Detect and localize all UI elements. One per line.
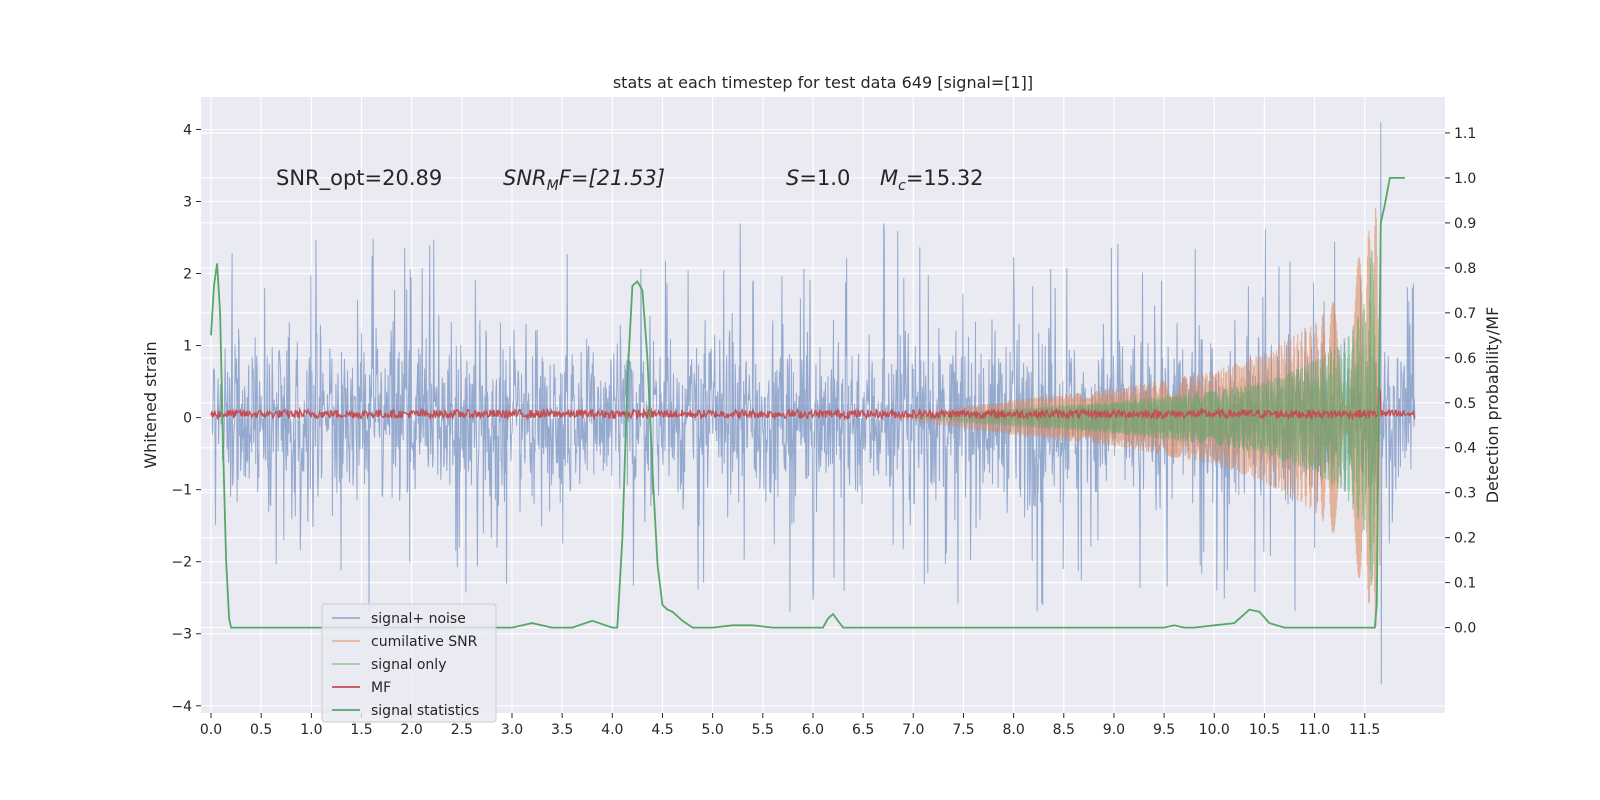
x-tick-label: 8.5: [1053, 722, 1075, 738]
x-tick-label: 3.0: [501, 722, 523, 738]
legend-entry: signal+ noise: [371, 611, 466, 627]
x-tick-label: 10.5: [1249, 722, 1280, 738]
series-line-mf: [210, 389, 1416, 421]
y-tick-label: 2: [183, 267, 192, 283]
x-tick-label: 8.0: [1002, 722, 1024, 738]
legend-entry: MF: [371, 680, 391, 696]
y-tick-label: 3: [183, 194, 192, 210]
y2-tick-label: 0.5: [1454, 396, 1476, 412]
annotation-snr-mf-value: F=[21.53]: [559, 166, 665, 190]
y2-tick-label: 0.9: [1454, 216, 1476, 232]
y-tick-label: 0: [183, 411, 192, 427]
y-axis-label: Whitened strain: [141, 341, 160, 468]
x-tick-label: 2.0: [401, 722, 423, 738]
x-tick-label: 10.0: [1199, 722, 1230, 738]
legend-entry: signal only: [371, 657, 446, 673]
y2-tick-label: 0.3: [1454, 486, 1476, 502]
legend-box: [321, 603, 497, 723]
annotation-mc-symbol: M: [880, 166, 898, 190]
x-tick-label: 11.0: [1299, 722, 1330, 738]
x-tick-label: 1.0: [300, 722, 322, 738]
x-tick-label: 2.5: [451, 722, 473, 738]
x-axis-ticks: 0.0 0.5 1.0 1.5 2.0 2.5 3.0 3.5 4.0 4.5 5.0 5.5 6.0 6…: [200, 713, 1380, 738]
legend-entry: cumilative SNR: [371, 634, 478, 650]
x-tick-label: 4.0: [601, 722, 623, 738]
legend: signal+ noise cumilative SNR signal only MF…: [321, 603, 497, 723]
x-tick-label: 7.0: [902, 722, 924, 738]
y-tick-label: −4: [171, 699, 192, 715]
annotation-s: S=1.0: [786, 166, 850, 190]
annotation-mc: Mc=15.32: [880, 166, 984, 194]
x-tick-label: 6.0: [802, 722, 824, 738]
y2-tick-label: 0.6: [1454, 351, 1476, 367]
series-mf: [210, 389, 1416, 421]
y2-axis-ticks: 1.1 1.0 0.9 0.8 0.7 0.6 0.5 0.4 0.3 0.2 0.1 0.0: [1445, 126, 1476, 637]
y2-tick-label: 1.0: [1454, 171, 1476, 187]
y-axis-ticks: 4 3 2 1 0 −1 −2 −3 −4: [171, 122, 201, 715]
y2-tick-label: 0.4: [1454, 441, 1476, 457]
annotation-s-value: =1.0: [799, 166, 850, 190]
legend-entry: signal statistics: [371, 703, 479, 719]
x-tick-label: 5.5: [752, 722, 774, 738]
annotation-mc-value: =15.32: [906, 166, 984, 190]
x-tick-label: 1.5: [350, 722, 372, 738]
y-tick-label: −3: [171, 627, 192, 643]
annotation-mc-subscript: c: [898, 178, 906, 194]
y2-tick-label: 0.1: [1454, 576, 1476, 592]
x-tick-label: 0.5: [250, 722, 272, 738]
annotation-snr-mf-symbol: SNR: [503, 166, 547, 190]
y2-tick-label: 1.1: [1454, 126, 1476, 142]
x-tick-label: 11.5: [1349, 722, 1380, 738]
annotation-snr-mf: SNRMF=[21.53]: [503, 166, 665, 194]
x-tick-label: 5.0: [702, 722, 724, 738]
x-tick-label: 3.5: [551, 722, 573, 738]
annotation-s-symbol: S: [786, 166, 799, 190]
x-tick-label: 7.5: [952, 722, 974, 738]
y-tick-label: −2: [171, 555, 192, 571]
y-tick-label: 1: [183, 339, 192, 355]
y-tick-label: 4: [183, 122, 192, 138]
y2-tick-label: 0.8: [1454, 261, 1476, 277]
annotation-snr-opt: SNR_opt=20.89: [276, 166, 442, 191]
chart-title: stats at each timestep for test data 649…: [613, 73, 1033, 92]
x-tick-label: 0.0: [200, 722, 222, 738]
y2-tick-label: 0.0: [1454, 621, 1476, 637]
x-tick-label: 6.5: [852, 722, 874, 738]
annotation-snr-mf-subscript: M: [547, 178, 559, 194]
y-tick-label: −1: [171, 483, 192, 499]
y2-tick-label: 0.7: [1454, 306, 1476, 322]
x-tick-label: 9.5: [1153, 722, 1175, 738]
x-tick-label: 4.5: [651, 722, 673, 738]
x-tick-label: 9.0: [1103, 722, 1125, 738]
y2-tick-label: 0.2: [1454, 531, 1476, 547]
annotations: SNR_opt=20.89 SNRMF=[21.53] S=1.0 Mc=15.…: [276, 166, 984, 194]
y2-axis-label: Detection probability/MF: [1483, 307, 1502, 504]
